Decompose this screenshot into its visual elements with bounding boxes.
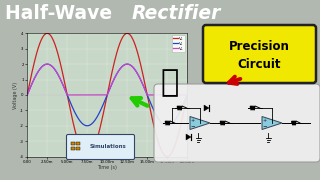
Text: −: − (191, 123, 195, 128)
Bar (76, 147, 79, 150)
Y-axis label: Voltage (V): Voltage (V) (13, 81, 19, 109)
FancyBboxPatch shape (67, 134, 134, 159)
V₁ (165, 125, 169, 127)
V₂ (165, 156, 169, 158)
Text: Simulations: Simulations (90, 145, 127, 150)
V₂ (25, 94, 29, 96)
Line: V₃: V₃ (27, 64, 187, 95)
Text: +: + (263, 118, 267, 123)
Polygon shape (186, 134, 191, 140)
V₂ (44, 33, 47, 35)
Text: +: + (191, 118, 195, 123)
V₃ (94, 94, 98, 96)
V₂ (182, 109, 186, 111)
Text: Circuit: Circuit (238, 58, 281, 71)
Text: Half-Wave: Half-Wave (5, 4, 118, 23)
V₃ (165, 94, 169, 96)
V₃ (45, 63, 49, 65)
V₂ (87, 155, 91, 157)
V₃ (185, 94, 189, 96)
FancyBboxPatch shape (203, 25, 316, 83)
V₂ (45, 32, 49, 34)
V₃ (87, 94, 91, 96)
Bar (71, 147, 75, 150)
Line: V₂: V₂ (27, 33, 187, 157)
V₁ (182, 101, 186, 103)
V₂ (53, 43, 57, 46)
V₃ (44, 63, 47, 66)
V₂ (185, 94, 189, 96)
Bar (76, 141, 79, 145)
X-axis label: Time (s): Time (s) (97, 165, 117, 170)
V₁ (185, 94, 189, 96)
Text: −: − (263, 123, 267, 128)
V₁ (165, 125, 169, 127)
V₁ (87, 125, 91, 127)
Text: Rectifier: Rectifier (131, 4, 220, 23)
V₃ (25, 94, 29, 96)
V₂ (165, 156, 169, 158)
V₃ (53, 69, 57, 71)
Polygon shape (262, 116, 282, 129)
Bar (71, 141, 75, 145)
V₃ (182, 94, 186, 96)
V₁ (45, 63, 49, 65)
Polygon shape (190, 116, 210, 129)
V₁ (53, 69, 57, 71)
V₁ (44, 63, 47, 66)
Text: 🐝: 🐝 (161, 69, 179, 98)
V₁ (94, 118, 98, 120)
Line: V₁: V₁ (27, 64, 187, 126)
Text: Precision: Precision (229, 40, 290, 53)
V₁ (25, 94, 29, 96)
Polygon shape (204, 105, 209, 111)
V₂ (94, 143, 98, 145)
Legend: V₂, V₁, V₃: V₂, V₁, V₃ (172, 35, 185, 52)
FancyBboxPatch shape (154, 84, 320, 162)
